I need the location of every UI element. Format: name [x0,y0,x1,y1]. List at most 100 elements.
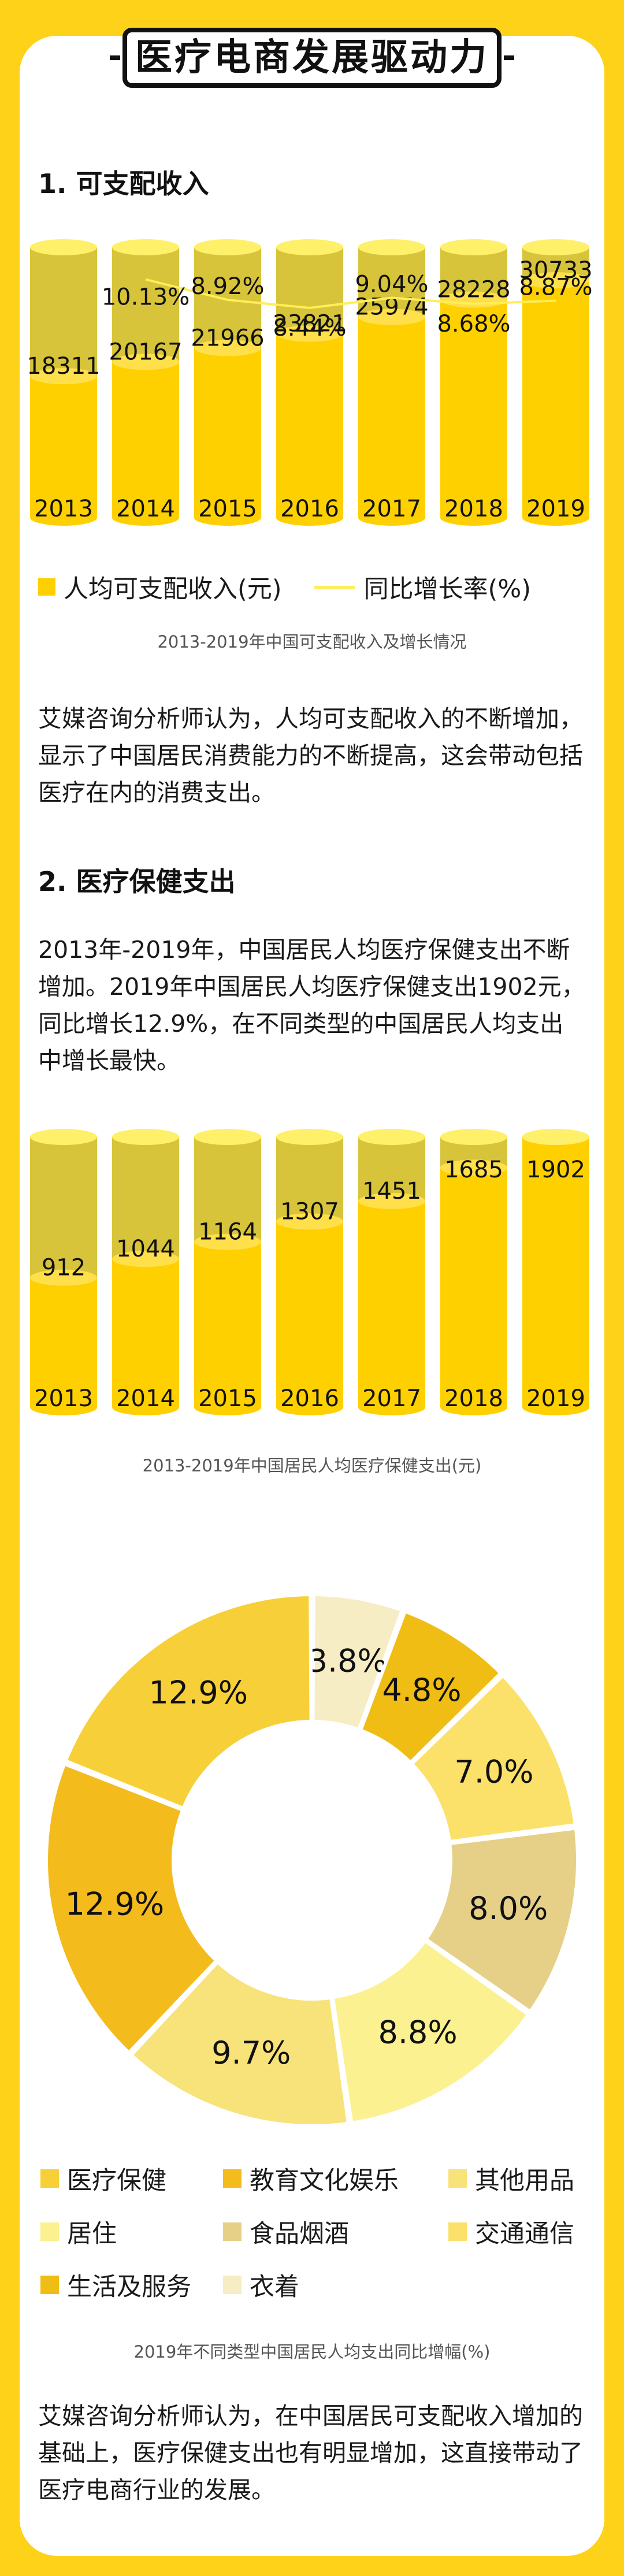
page-title: 医疗电商发展驱动力 [135,36,489,79]
bar-2015: 2015 21966 [191,239,265,526]
legend-item-衣着: 衣着 [223,2267,299,2303]
legend-item-居住: 居住 [40,2214,117,2250]
category-label: 2016 [280,1385,339,1412]
value-label: 30733 [519,257,592,284]
legend-label: 其他用品 [475,2166,574,2195]
category-label: 2015 [198,1385,257,1412]
bar-cap [522,1129,589,1145]
legend-item-生活及服务: 生活及服务 [40,2267,191,2303]
legend-label: 教育文化娱乐 [250,2166,399,2195]
growth-rate-line [145,278,556,310]
bar-2013: 2013 18311 [27,239,101,526]
donut-slice-label: 7.0% [454,1753,533,1790]
bar-fill [112,1259,179,1407]
legend-label: 衣着 [250,2273,299,2302]
banner-plate [122,28,502,88]
bar-2017: 2017 1451 [358,1129,425,1415]
legend-item-交通通信: 交通通信 [448,2214,574,2250]
legend-swatch [223,2169,242,2188]
legend-item-其他用品: 其他用品 [448,2161,574,2196]
bar-2015: 2015 1164 [194,1129,261,1415]
category-label: 2013 [34,1385,93,1412]
bar-cap [30,239,97,255]
legend-item-食品烟酒: 食品烟酒 [223,2214,349,2250]
value-label: 1902 [526,1157,585,1183]
legend-swatch [40,2169,59,2188]
bar-cap [358,239,425,255]
value-label: 1044 [116,1236,175,1262]
legend-swatch [40,2222,59,2241]
banner-left-rule [110,55,120,60]
bar-cap [276,239,343,255]
donut-slice-label: 3.8% [308,1642,387,1679]
bar-fill-top [522,272,589,289]
legend-item-教育文化娱乐: 教育文化娱乐 [223,2161,399,2196]
bar-2014: 2014 20167 [109,239,183,526]
banner-right-rule [504,55,514,60]
bar-cap [194,1129,261,1145]
growth-rate-label: 8.92% [191,273,264,300]
bar-fill [30,376,97,518]
category-label: 2015 [198,496,257,522]
bar-2014: 2014 1044 [112,1129,179,1415]
bar-fill-top [276,1213,343,1230]
bar-fill-top [440,1159,507,1176]
category-label: 2014 [116,496,175,522]
bar-fill-top [358,308,425,325]
bar-cap [194,239,261,255]
category-label: 2017 [362,496,421,522]
bar-fill [276,1221,343,1407]
bar-fill-top [112,1251,179,1267]
legend-swatch [448,2169,467,2188]
income-chart: 2013 18311 2014 20167 2015 21966 2016 23821 2017… [27,239,593,526]
donut-slice-交通通信 [409,1672,578,1844]
growth-rate-label: 9.04% [355,272,428,298]
legend-label: 居住 [67,2220,117,2248]
value-label: 912 [42,1255,86,1281]
bar-fill-top [194,340,261,356]
value-label: 21966 [191,325,264,351]
bar-fill [358,317,425,518]
title-banner: 医疗电商发展驱动力 [110,13,514,99]
bar-fill-top [276,325,343,342]
legend-swatch [40,2276,59,2294]
donut-slice-居住 [330,1938,531,2125]
donut-slice-label: 8.8% [378,2014,458,2050]
bar-2013: 2013 912 [30,1129,97,1415]
donut-legend: 医疗保健 教育文化娱乐 其他用品居住 食品烟酒 交通通信生活及服务 衣着 [35,2161,589,2328]
section1-heading: 1. 可支配收入 [38,168,209,199]
legend-bar-swatch [38,578,55,596]
bar-fill [358,1200,425,1407]
legend-label: 交通通信 [475,2220,574,2248]
value-label: 1307 [280,1198,339,1225]
bar-fill-top [30,1269,97,1286]
bar-2019: 2019 30733 [519,239,593,526]
value-label: 1685 [444,1157,503,1183]
category-label: 2014 [116,1385,175,1412]
legend-label: 食品烟酒 [250,2220,349,2248]
bar-cap [358,1129,425,1145]
donut-slice-生活及服务 [358,1609,503,1765]
bar-2018: 2018 28228 [437,239,511,526]
legend-line-label: 同比增长率(%) [363,575,531,604]
bar-2016: 2016 23821 [273,239,347,526]
donut-slice-其他用品 [128,1959,351,2128]
bar-fill [194,1241,261,1407]
bar-fill [112,362,179,518]
legend-swatch [223,2222,242,2241]
legend-label: 医疗保健 [67,2166,166,2195]
donut-slice-label: 12.9% [65,1886,165,1922]
legend-label: 生活及服务 [67,2273,191,2302]
bar-cap [522,239,589,255]
category-label: 2019 [526,1385,585,1412]
growth-rate-label: 8.87% [519,274,592,300]
donut-slice-医疗保健 [63,1592,313,1811]
bar-fill-top [112,354,179,370]
bar-fill-top [30,368,97,385]
bar-cap [112,1129,179,1145]
bar-2019: 2019 1902 [522,1129,589,1415]
category-label: 2016 [280,496,339,522]
value-label: 1164 [198,1219,257,1246]
